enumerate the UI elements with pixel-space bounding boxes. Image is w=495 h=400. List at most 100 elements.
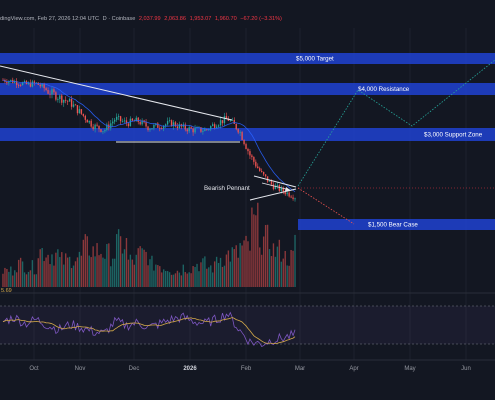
volume-bar [90,257,92,287]
volume-bar [114,258,116,287]
candle-body [82,113,85,116]
zone-band [0,53,495,64]
candle-body [74,104,77,106]
candle-body [92,126,94,130]
volume-bar [255,215,257,287]
volume-bar [98,255,100,287]
candle-body [49,93,51,95]
candle-body [45,88,47,91]
volume-bar [147,265,149,287]
pennant-arrowhead [285,187,290,192]
volume-bar [12,275,14,287]
candle-body [55,92,57,100]
candle-body [21,82,24,86]
volume-bar [188,272,190,287]
candle-body [29,82,32,87]
volume-bar [88,255,90,287]
volume-bar [10,266,12,287]
volume-bar [68,256,71,287]
candle-body [174,122,177,127]
volume-bar [121,253,124,287]
volume-bar [94,256,96,287]
rsi-readout: 5.69 [1,288,12,294]
candle-body [217,125,220,127]
candle-body [219,120,222,126]
candle-body [243,139,245,145]
volume-bar [23,272,26,287]
candle-body [161,128,163,130]
pennant-arrow [261,182,291,191]
volume-bar [249,250,251,287]
volume-bar [292,250,294,287]
candle-body [290,196,292,198]
x-axis: Oct Nov Dec 2026 Feb Mar Apr May Jun [0,359,495,372]
candle-body [247,148,249,152]
x-tick-label: Apr [349,366,358,372]
candle-body [80,109,83,114]
volume-bar [272,243,275,287]
candle-body [78,109,81,114]
candle-body [19,85,22,86]
candle-body [215,126,218,128]
candle-body [237,129,239,133]
volume-bar [133,264,135,287]
candle-body [102,131,104,133]
volume-bar [151,255,153,287]
candle-body [98,125,100,130]
volume-bar [261,254,263,287]
volume-bar [204,256,206,287]
candle-body [114,119,116,122]
candle-body [170,120,173,127]
volume-bar [45,257,47,287]
descending-trendline [0,65,233,121]
x-tick-label: May [404,366,415,372]
candle-body [153,124,155,129]
candle-body [94,124,96,130]
volume-bar [274,256,277,287]
rsi-panel: 5.69 [0,288,495,348]
volume-bar [225,254,228,287]
candle-body [288,192,290,197]
x-tick-label: Dec [129,366,140,372]
volume-bar [176,270,179,287]
candle-body [141,120,143,125]
volume-bar [208,267,210,287]
volume-bar [213,261,216,287]
candle-body [47,90,49,94]
volume-bar [149,259,151,287]
candle-body [61,95,63,103]
volume-bar [63,264,65,287]
volume-bar [104,258,106,287]
volume-bar [239,243,241,287]
volume-bar [108,243,110,287]
pennant-lower-line [249,188,297,201]
candle-body [272,184,275,190]
candle-body [255,161,257,167]
volume-bar [112,258,114,287]
price-zones: $5,000 Target $4,000 Resistance $3,000 Sup… [0,53,495,230]
candle-body [239,132,241,133]
zone-label: $4,000 Resistance [358,86,410,93]
volume-bar [157,265,159,287]
volume-bar [51,254,53,287]
candle-body [159,127,161,129]
volume-bar [180,275,183,287]
candle-body [123,120,126,122]
candle-body [115,116,118,120]
volume-bar [53,265,55,287]
candle-body [210,126,212,130]
volume-bar [37,258,39,287]
volume-bar [247,241,249,287]
volume-bar [41,247,43,287]
candle-body [27,82,30,85]
volume-bar [221,266,224,287]
volume-bar [82,239,85,287]
candle-body [194,128,196,133]
volume-bars [2,202,296,287]
candle-body [229,120,232,122]
candle-body [41,84,43,87]
volume-bar [186,273,188,287]
volume-bar [84,234,86,287]
candle-body [221,120,224,124]
